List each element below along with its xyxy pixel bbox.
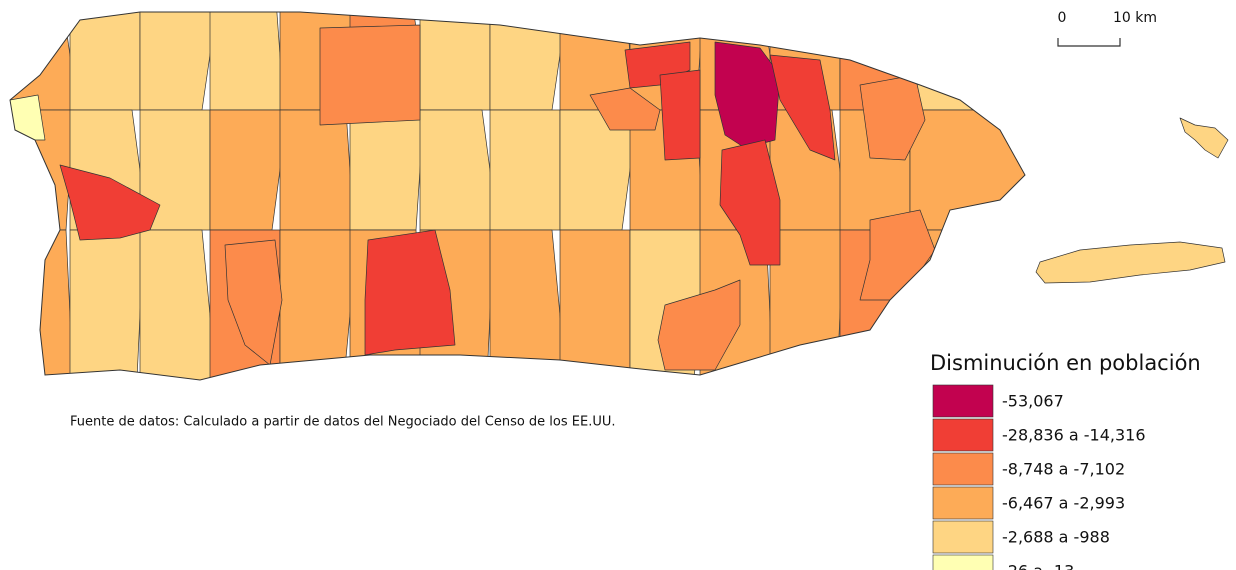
legend-title: Disminución en población bbox=[930, 351, 1201, 375]
municipality bbox=[279, 109, 355, 231]
scale-label: 0 bbox=[1058, 10, 1067, 26]
legend-label: -28,836 a -14,316 bbox=[1002, 426, 1146, 445]
municipality bbox=[909, 12, 1025, 111]
municipality bbox=[489, 12, 569, 111]
municipality bbox=[859, 209, 936, 301]
scale-bar: 0 10 km bbox=[1057, 10, 1157, 47]
municipality bbox=[589, 87, 661, 131]
scale-label: 10 km bbox=[1113, 10, 1157, 26]
legend-label: -8,748 a -7,102 bbox=[1002, 460, 1125, 479]
culebra bbox=[1179, 117, 1229, 159]
municipality bbox=[769, 54, 836, 161]
municipality bbox=[139, 229, 219, 380]
vieques bbox=[1035, 241, 1226, 284]
legend-swatch bbox=[932, 384, 994, 418]
municipality bbox=[209, 12, 285, 111]
legend-swatch bbox=[932, 418, 994, 452]
scale-line bbox=[1057, 38, 1121, 47]
municipality bbox=[659, 69, 701, 161]
municipalities bbox=[10, 12, 1025, 380]
legend-label: -2,688 a -988 bbox=[1002, 528, 1110, 547]
municipality bbox=[349, 109, 425, 231]
legend-swatch bbox=[932, 554, 994, 570]
municipality bbox=[209, 109, 289, 231]
legend-label: -6,467 a -2,993 bbox=[1002, 494, 1125, 513]
legend-swatch bbox=[932, 486, 994, 520]
municipality bbox=[489, 109, 561, 231]
municipality bbox=[769, 229, 845, 380]
legend-label: -26 a -13 bbox=[1002, 562, 1074, 570]
municipality bbox=[419, 109, 499, 231]
municipality bbox=[657, 279, 741, 371]
municipality bbox=[489, 229, 569, 380]
island-outline bbox=[9, 11, 1026, 381]
source-note: Fuente de datos: Calculado a partir de d… bbox=[70, 415, 616, 430]
municipality bbox=[364, 229, 456, 356]
municipality bbox=[719, 139, 781, 266]
municipality bbox=[559, 229, 631, 380]
municipality bbox=[59, 164, 161, 241]
municipality bbox=[319, 24, 421, 126]
legend-swatch bbox=[932, 520, 994, 554]
legend: -53,067 -28,836 a -14,316 -8,748 a -7,102 -… bbox=[932, 384, 1146, 570]
municipality bbox=[279, 229, 359, 380]
municipality bbox=[10, 229, 75, 380]
legend-swatch bbox=[932, 452, 994, 486]
municipality bbox=[909, 109, 1025, 231]
municipality bbox=[10, 12, 79, 111]
municipality bbox=[419, 12, 491, 111]
municipality bbox=[69, 229, 145, 380]
legend-label: -53,067 bbox=[1002, 392, 1064, 411]
municipality bbox=[139, 12, 219, 111]
